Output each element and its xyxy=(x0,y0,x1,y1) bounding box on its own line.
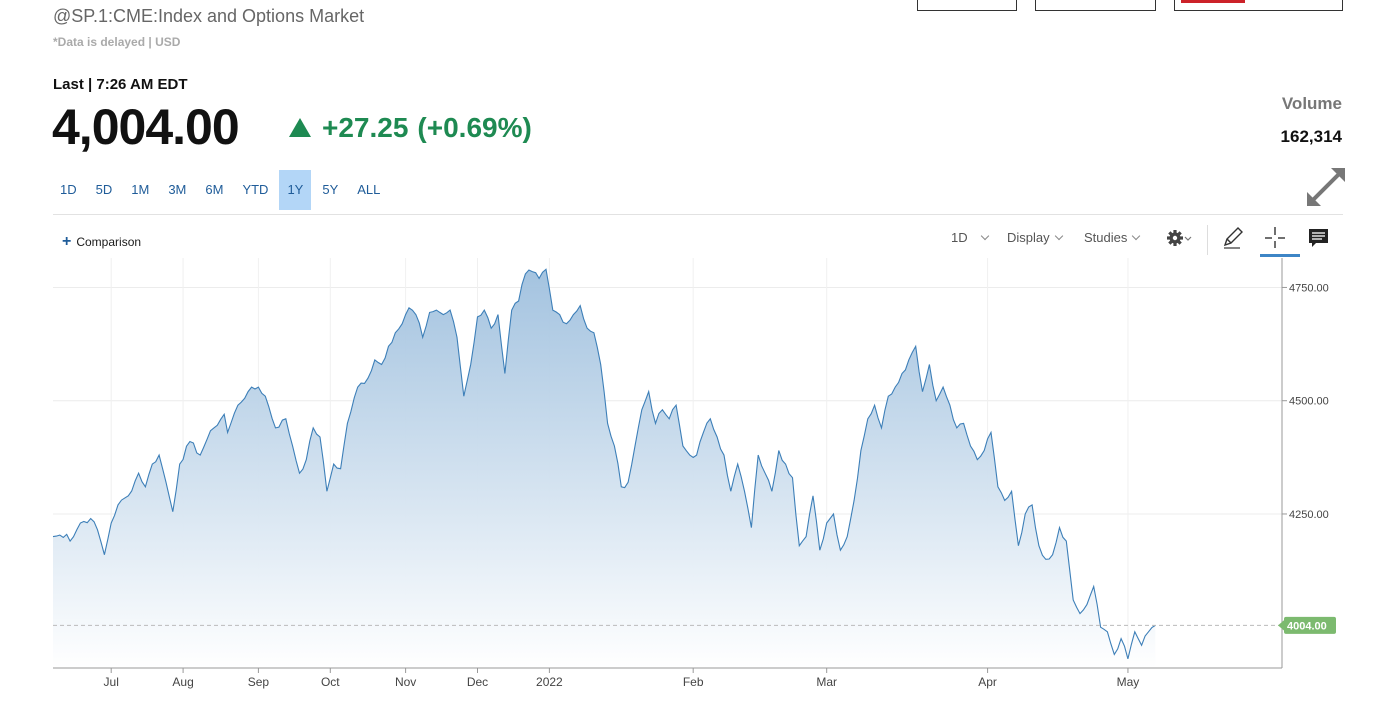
volume-value: 162,314 xyxy=(1280,127,1342,146)
x-tick-label: May xyxy=(1117,675,1140,689)
y-tick-label: 4500.00 xyxy=(1289,396,1329,408)
up-arrow-icon xyxy=(289,117,311,137)
chevron-down-icon xyxy=(1132,231,1141,241)
range-all[interactable]: ALL xyxy=(357,182,381,197)
range-1d[interactable]: 1D xyxy=(60,182,77,197)
last-price: 4,004.00 xyxy=(52,99,240,155)
comment-icon[interactable] xyxy=(1304,224,1334,252)
price-area xyxy=(53,269,1156,668)
volume-label: Volume xyxy=(1281,94,1342,113)
x-tick-label: Feb xyxy=(683,675,704,689)
toolbar-separator xyxy=(1207,225,1208,255)
range-3m[interactable]: 3M xyxy=(168,182,187,197)
last-price-tag: 4004.00 xyxy=(1278,616,1336,634)
top-button-1[interactable] xyxy=(917,0,1017,11)
range-5d[interactable]: 5D xyxy=(95,182,113,197)
change-value: +27.25 xyxy=(322,112,409,143)
y-tick-label: 4750.00 xyxy=(1289,282,1329,294)
time-range-selector: 1D 5D 1M 3M 6M YTD 1Y 5Y ALL xyxy=(52,170,391,210)
price-chart[interactable]: 4250.00 4500.00 4750.00 Jul Aug Sep Oct Nov Dec… xyxy=(0,258,1383,709)
data-delayed-note: *Data is delayed | USD xyxy=(53,35,181,49)
active-tool-indicator xyxy=(1260,254,1300,257)
x-tick-label: Oct xyxy=(321,675,340,689)
x-tick-label: Nov xyxy=(395,675,416,689)
change-percent: (+0.69%) xyxy=(417,112,532,143)
range-1y[interactable]: 1Y xyxy=(279,170,312,210)
page-title: @SP.1:CME:Index and Options Market xyxy=(53,6,365,26)
x-axis-ticks: Jul Aug Sep Oct Nov Dec 2022 Feb Mar Apr May xyxy=(104,668,1140,689)
top-button-3[interactable] xyxy=(1174,0,1343,11)
x-tick-label: Aug xyxy=(172,675,193,689)
header-divider xyxy=(53,214,1343,215)
pencil-icon[interactable] xyxy=(1218,224,1248,252)
x-tick-label: 2022 xyxy=(536,675,563,689)
crosshair-icon[interactable] xyxy=(1261,224,1291,252)
range-6m[interactable]: 6M xyxy=(205,182,224,197)
last-trade-label: Last | 7:26 AM EDT xyxy=(53,76,188,93)
x-tick-label: Mar xyxy=(816,675,837,689)
expand-icon[interactable] xyxy=(1307,168,1345,206)
x-tick-label: Jul xyxy=(104,675,119,689)
comparison-label: Comparison xyxy=(76,235,142,249)
range-ytd[interactable]: YTD xyxy=(242,182,269,197)
x-tick-label: Dec xyxy=(467,675,488,689)
range-1m[interactable]: 1M xyxy=(131,182,150,197)
studies-dropdown[interactable]: Studies xyxy=(1084,230,1141,245)
y-axis-ticks: 4250.00 4500.00 4750.00 xyxy=(1282,282,1329,521)
display-label: Display xyxy=(1007,230,1050,245)
interval-dropdown[interactable]: 1D xyxy=(951,230,989,245)
plus-icon: + xyxy=(62,233,72,250)
x-tick-label: Sep xyxy=(248,675,270,689)
studies-label: Studies xyxy=(1084,230,1128,245)
y-tick-label: 4250.00 xyxy=(1289,509,1329,521)
settings-gear-icon[interactable] xyxy=(1163,224,1193,252)
price-change: +27.25 (+0.69%) xyxy=(289,112,532,144)
chevron-down-icon xyxy=(1054,231,1063,241)
chevron-down-icon xyxy=(980,231,989,241)
top-button-2[interactable] xyxy=(1035,0,1156,11)
comparison-button[interactable]: + Comparison xyxy=(62,233,141,251)
price-line xyxy=(52,268,1156,660)
interval-label: 1D xyxy=(951,230,968,245)
display-dropdown[interactable]: Display xyxy=(1007,230,1063,245)
last-price-tag-label: 4004.00 xyxy=(1287,620,1327,632)
x-tick-label: Apr xyxy=(978,675,997,689)
range-5y[interactable]: 5Y xyxy=(322,182,339,197)
